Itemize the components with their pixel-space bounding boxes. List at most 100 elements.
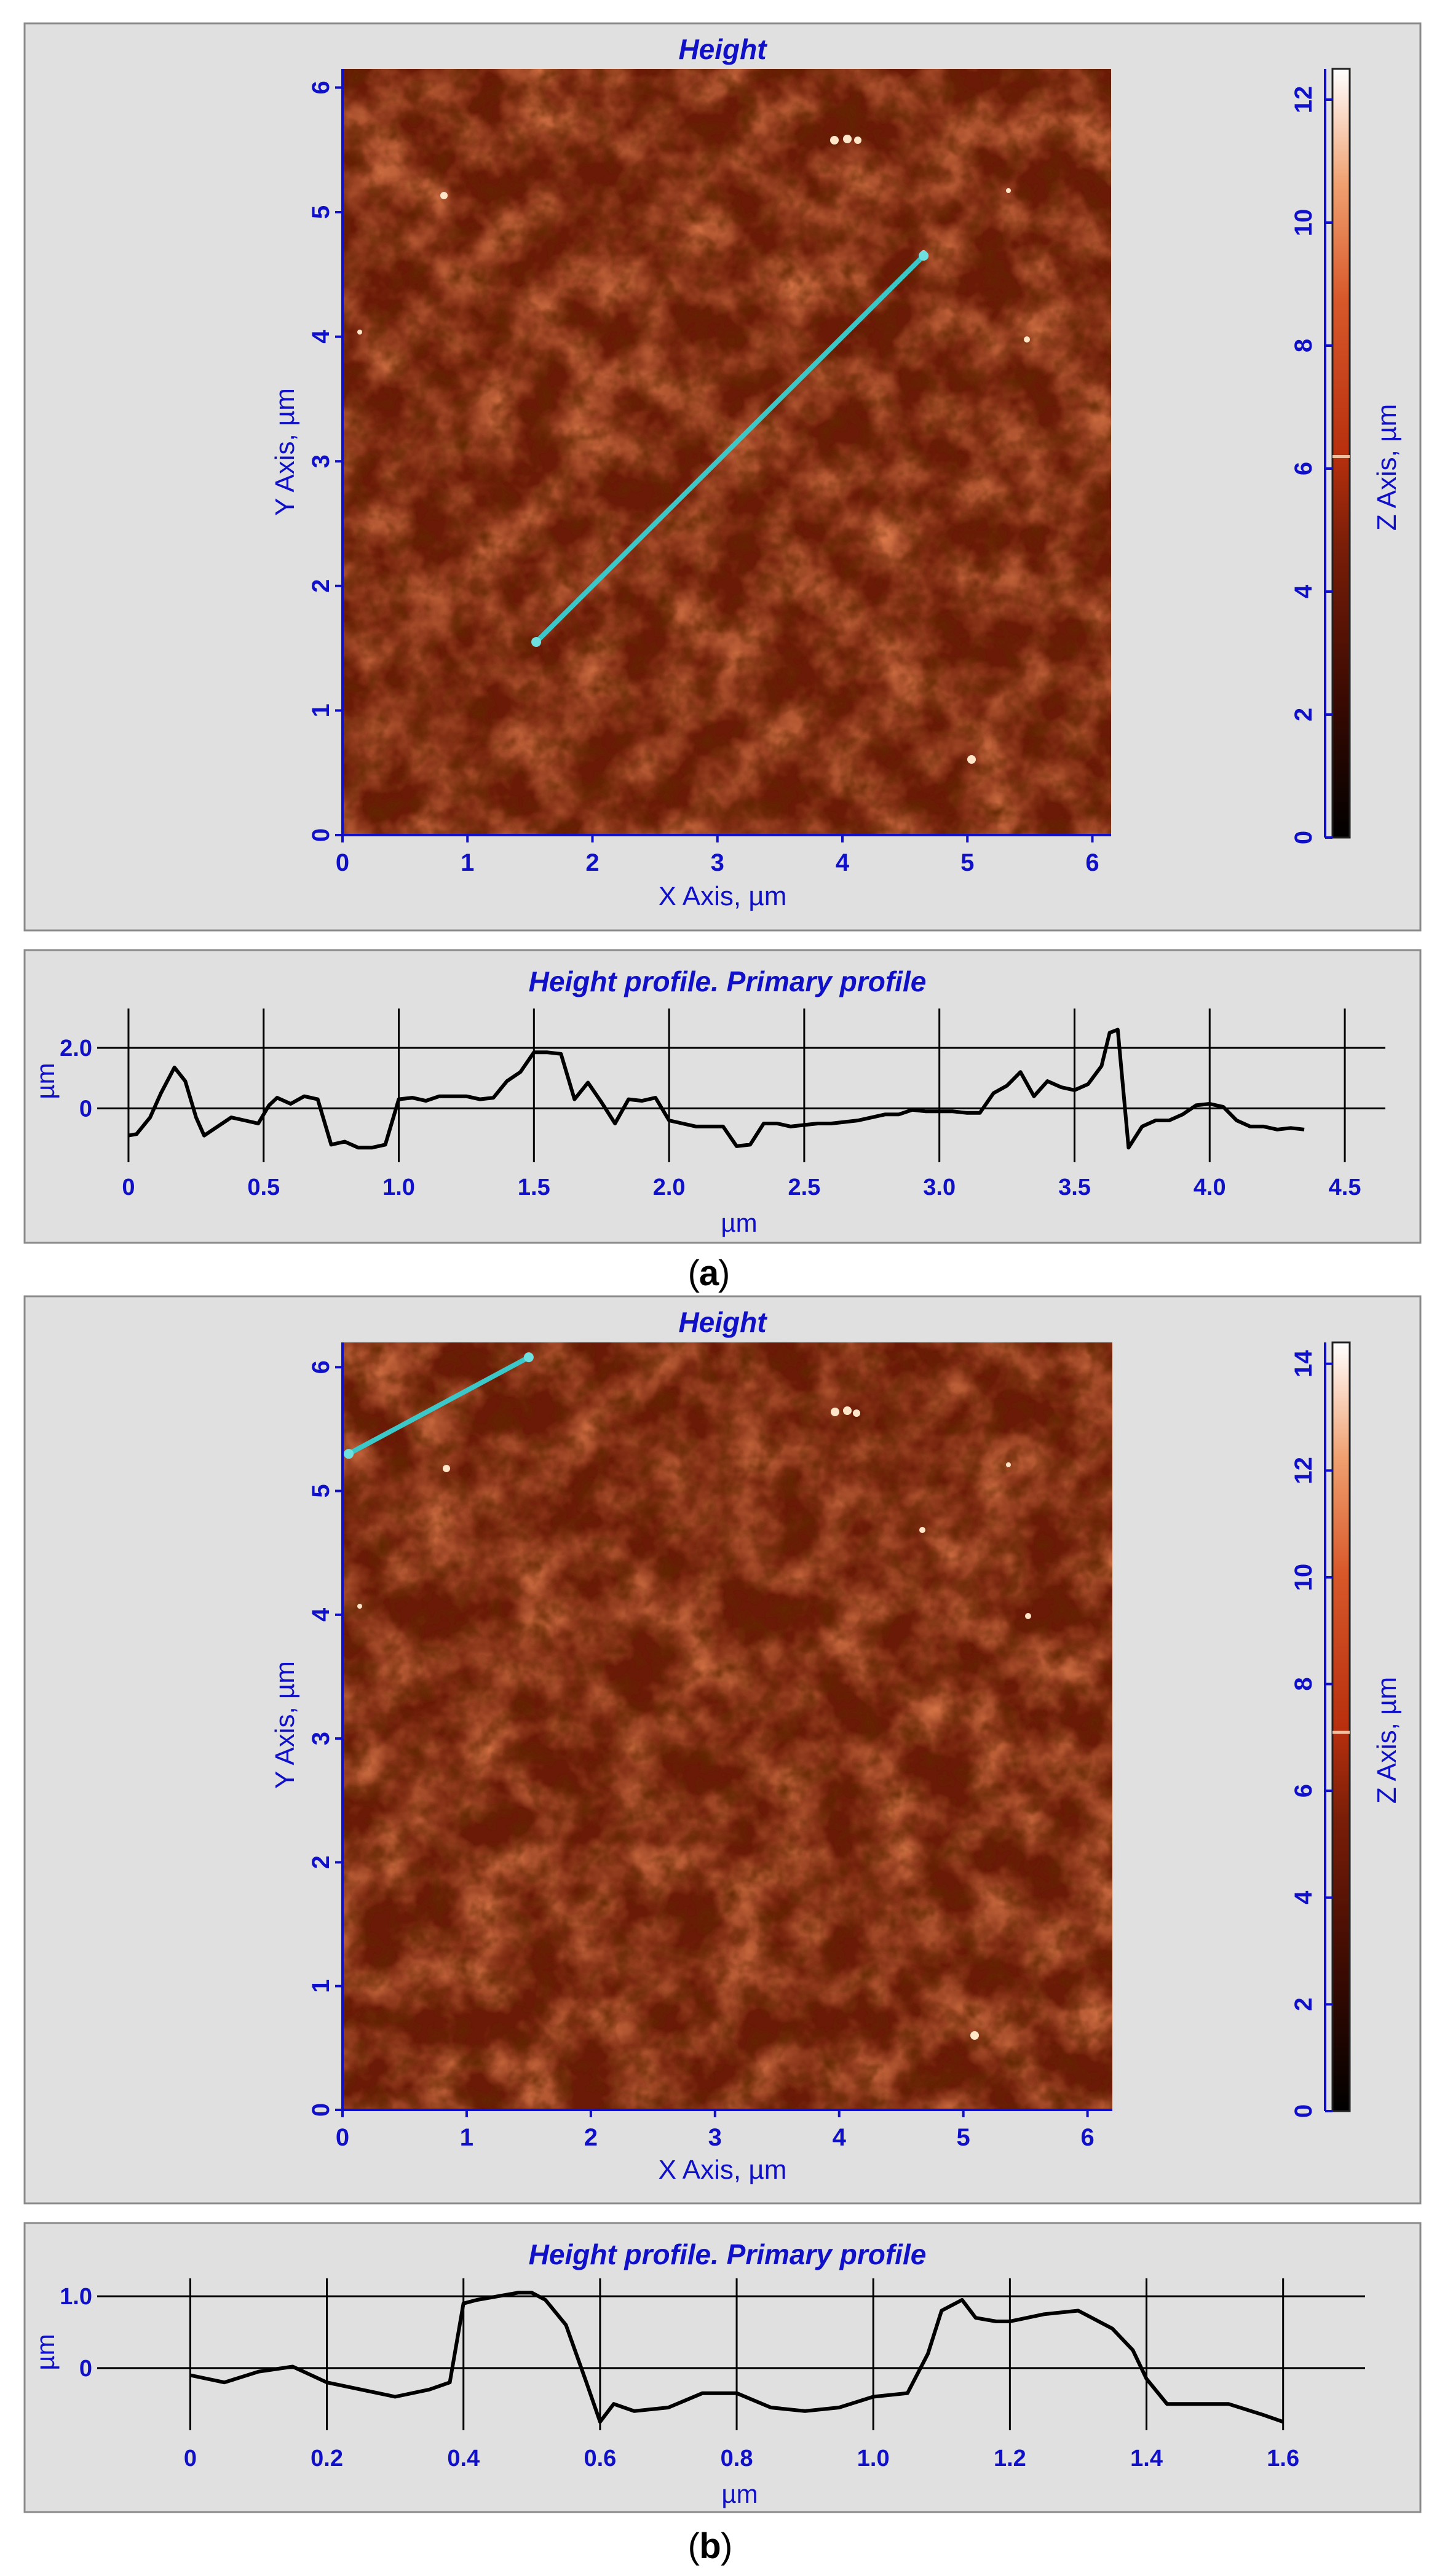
panel-a-profile-line-end-handle[interactable]: [919, 250, 929, 261]
panel-a-z-axis-label: Z Axis, µm: [1372, 404, 1402, 531]
panel-a-y-tick-label-6: 6: [307, 81, 335, 94]
panel-b-x-tick-label-4: 4: [833, 2124, 847, 2151]
panel-b-height-map: [342, 1342, 1112, 2110]
panel-a-x-tick-label-2: 2: [585, 849, 599, 876]
panel-b-height-map-texture-dark: [342, 1342, 1112, 2110]
panel-b-x-tick-label-6: 6: [1080, 2124, 1094, 2151]
panel-a-x-tick-label-3: 3: [711, 849, 724, 876]
panel-a-x-tick-label-1: 1: [461, 849, 474, 876]
panel-b-profile-y-tick-label-0: 0: [79, 2356, 92, 2382]
panel-b-colorbar-ticks: 0 2 4 6 8 10 12 14: [1290, 1342, 1332, 2118]
panel-b-profile-x-tick-label-1: 0.2: [311, 2446, 343, 2471]
panel-b-z-tick-label-1: 2: [1290, 1997, 1317, 2011]
panel-a-x-tick-label-5: 5: [960, 849, 974, 876]
panel-a-x-axis-label: X Axis, µm: [659, 881, 787, 911]
panel-b-profile-title: Height profile. Primary profile: [529, 2238, 927, 2270]
panel-b-z-tick-label-7: 14: [1290, 1350, 1317, 1377]
panel-a-profile-x-tick-label-4: 2.0: [653, 1175, 686, 1200]
panel-a-profile-y-tick-label-0: 0: [79, 1096, 92, 1122]
panel-b-x-axis-label: X Axis, µm: [659, 2155, 787, 2185]
panel-a-colorbar-ticks: 0 2 4 6 8 10 12: [1290, 69, 1332, 844]
panel-a-y-axis-label: Y Axis, µm: [270, 388, 300, 516]
panel-b-y-tick-label-5: 5: [307, 1484, 335, 1497]
panel-b-profile-x-tick-label-2: 0.4: [447, 2446, 480, 2471]
panel-a-profile-x-tick-label-5: 2.5: [788, 1175, 820, 1200]
panel-b-profile-x-tick-label-4: 0.8: [721, 2446, 753, 2471]
panel-b-colorbar-marker: [1332, 1730, 1350, 1734]
panel-b-y-tick-label-0: 0: [307, 2103, 335, 2117]
panel-a-map-axes: 0 1 2 3 4 5 6 0 1 2 3 4 5 6: [307, 69, 1111, 876]
panel-b-z-tick-label-2: 4: [1290, 1890, 1317, 1904]
caption-b-paren-close: ): [721, 2526, 732, 2566]
panel-a-z-tick-label-0: 0: [1290, 831, 1317, 844]
panel-a-colorbar-marker: [1332, 455, 1350, 458]
panel-a-profile-x-tick-label-6: 3.0: [923, 1175, 956, 1200]
panel-a-profile-y-label: µm: [31, 1063, 60, 1099]
panel-a-profile-title: Height profile. Primary profile: [529, 965, 927, 997]
panel-a-colorbar-gradient: [1331, 68, 1351, 839]
panel-b-x-tick-label-0: 0: [336, 2124, 349, 2151]
panel-b-profile-grid: 0 0.2 0.4 0.6 0.8 1.0 1.2 1.4 1.6 0 1.0: [60, 2278, 1365, 2471]
panel-a-profile-x-tick-label-8: 4.0: [1194, 1175, 1226, 1200]
panel-b-profile-line-end-handle[interactable]: [523, 1352, 534, 1363]
panel-b-profile-x-tick-label-5: 1.0: [857, 2446, 890, 2471]
panel-a-profile-x-tick-label-7: 3.5: [1058, 1175, 1091, 1200]
panel-a-profile-curve: [128, 1028, 1305, 1150]
panel-a-y-tick-label-1: 1: [307, 703, 335, 717]
panel-b-profile-x-tick-label-7: 1.4: [1130, 2446, 1163, 2471]
panel-b-z-tick-label-3: 6: [1290, 1784, 1317, 1797]
panel-a-z-tick-label-2: 4: [1290, 584, 1317, 598]
panel-b-y-tick-label-6: 6: [307, 1360, 335, 1374]
panel-b-x-tick-label-1: 1: [460, 2124, 473, 2151]
panel-b-map-axes: 0 1 2 3 4 5 6 0 1 2 3 4 5 6: [307, 1342, 1112, 2151]
panel-b-map-title: Height: [678, 1306, 767, 1338]
panel-b-profile-curve: [189, 2291, 1284, 2424]
panel-b-x-tick-label-3: 3: [708, 2124, 722, 2151]
panel-b-colorbar: 0 2 4 6 8 10 12 14 Z Axis, µm: [1290, 1341, 1402, 2118]
panel-b-z-tick-label-4: 8: [1290, 1677, 1317, 1690]
panel-b-x-tick-label-5: 5: [957, 2124, 970, 2151]
panel-a-y-tick-label-5: 5: [307, 205, 335, 219]
panel-b-profile-x-tick-label-6: 1.2: [994, 2446, 1026, 2471]
panel-b-y-tick-label-3: 3: [307, 1732, 335, 1745]
panel-a-profile-x-tick-label-2: 1.0: [382, 1175, 415, 1200]
panel-a-x-tick-label-0: 0: [336, 849, 349, 876]
panel-a-profile-line[interactable]: [534, 253, 927, 644]
panel-a-profile: Height profile. Primary profile 0 0.5 1.0 1…: [23, 949, 1422, 1244]
panel-b-y-tick-label-2: 2: [307, 1855, 335, 1869]
panel-a-profile-frame: [23, 949, 1422, 1244]
panel-a-z-tick-label-5: 10: [1290, 209, 1317, 237]
caption-b-paren-open: (: [688, 2526, 700, 2566]
caption-a-paren-open: (: [688, 1253, 700, 1293]
caption-b-letter: b: [699, 2526, 721, 2566]
panel-b-profile-y-tick-label-1: 1.0: [60, 2284, 92, 2310]
panel-b-bright-spots: [357, 1406, 1031, 2040]
panel-a-height-map: [342, 69, 1111, 835]
panel-a-profile-grid: 0 0.5 1.0 1.5 2.0 2.5 3.0 3.5 4.0 4.5 0 2.0: [60, 1009, 1385, 1200]
panel-a-profile-x-tick-label-0: 0: [122, 1175, 135, 1200]
caption-a-letter: a: [699, 1253, 719, 1293]
panel-a-z-tick-label-3: 6: [1290, 462, 1317, 475]
panel-a-x-tick-label-6: 6: [1085, 849, 1099, 876]
panel-a-colorbar: 0 2 4 6 8 10 12 Z Axis, µm: [1290, 68, 1402, 844]
panel-a-x-tick-label-4: 4: [836, 849, 850, 876]
panel-b-profile-x-tick-label-0: 0: [184, 2446, 197, 2471]
panel-a-profile-x-tick-label-1: 0.5: [247, 1175, 280, 1200]
panel-b-y-tick-label-4: 4: [307, 1607, 335, 1622]
panel-b-x-tick-label-2: 2: [584, 2124, 598, 2151]
panel-a-y-tick-label-0: 0: [307, 828, 335, 842]
panel-b-profile: Height profile. Primary profile 0 0.2 0.4 0…: [23, 2222, 1422, 2513]
panel-a-profile-line-start-handle[interactable]: [531, 636, 542, 647]
panel-b-profile-line[interactable]: [346, 1355, 531, 1457]
panel-a-profile-x-tick-label-9: 4.5: [1329, 1175, 1361, 1200]
panel-a-profile-x-label: µm: [721, 1208, 757, 1237]
panel-b-profile-x-label: µm: [721, 2479, 758, 2508]
panel-b-profile-x-tick-label-8: 1.6: [1267, 2446, 1299, 2471]
panel-a-z-tick-label-6: 12: [1290, 86, 1317, 114]
panel-a-y-tick-label-2: 2: [307, 579, 335, 593]
panel-a-z-tick-label-1: 2: [1290, 708, 1317, 721]
panel-b-profile-line-start-handle[interactable]: [344, 1449, 354, 1459]
